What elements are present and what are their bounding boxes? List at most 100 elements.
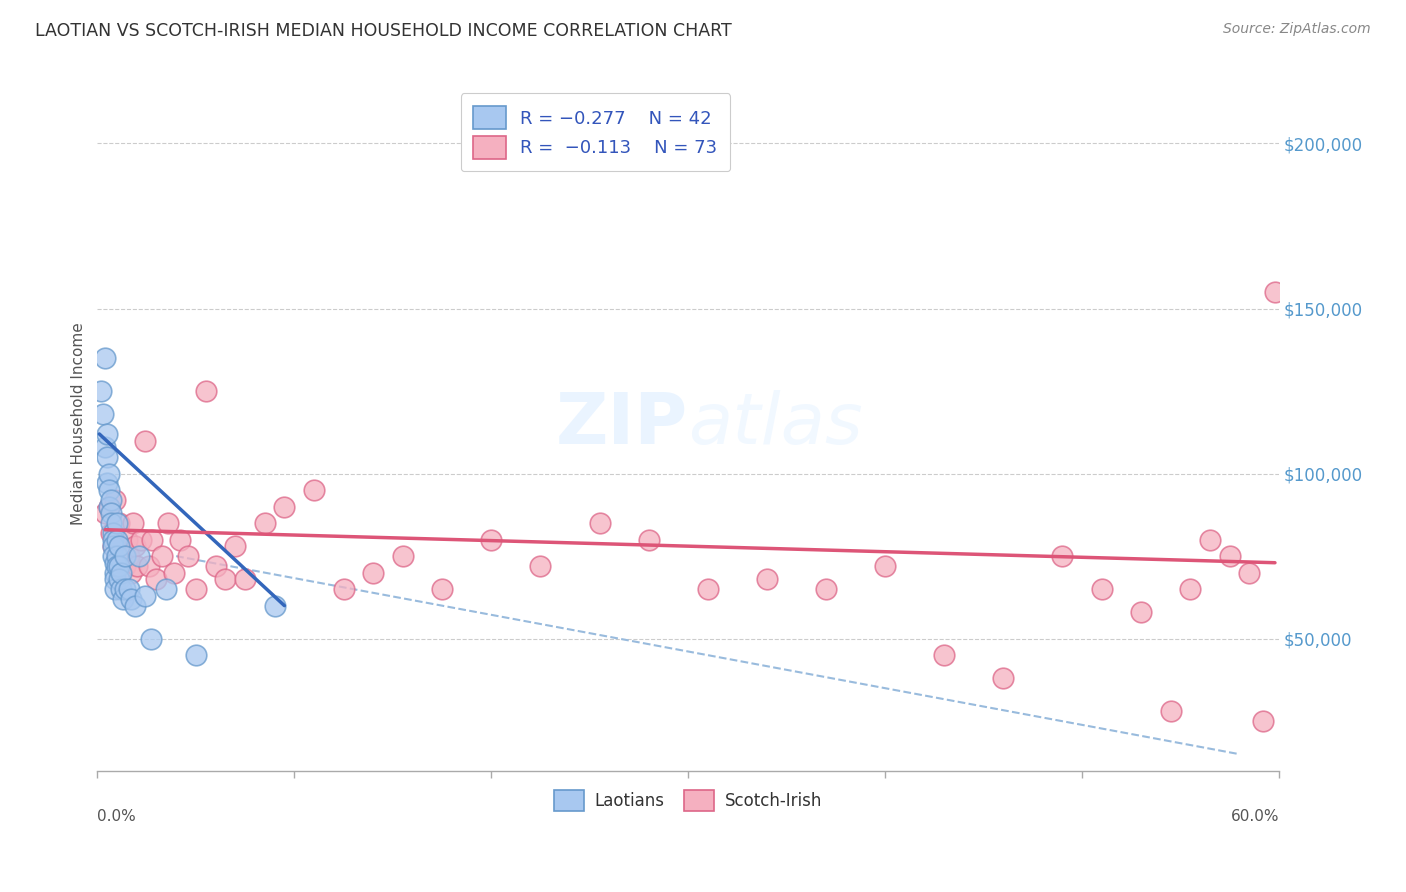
Point xyxy=(110,582,132,596)
Point xyxy=(169,533,191,547)
Point xyxy=(302,483,325,497)
Text: Source: ZipAtlas.com: Source: ZipAtlas.com xyxy=(1223,22,1371,37)
Point xyxy=(101,526,124,541)
Point xyxy=(120,566,142,580)
Point xyxy=(150,549,173,563)
Point xyxy=(104,493,127,508)
Point xyxy=(104,566,127,580)
Point xyxy=(98,467,121,481)
Point xyxy=(98,483,121,497)
Point xyxy=(111,592,134,607)
Point xyxy=(128,549,150,563)
Point xyxy=(138,559,160,574)
Point xyxy=(104,582,127,596)
Point xyxy=(100,493,122,508)
Point xyxy=(100,506,122,520)
Point xyxy=(134,434,156,448)
Point xyxy=(814,582,837,596)
Point xyxy=(110,566,132,580)
Point xyxy=(157,516,180,530)
Point xyxy=(755,572,778,586)
Point xyxy=(96,450,118,464)
Text: ZIP: ZIP xyxy=(555,390,688,458)
Point xyxy=(139,632,162,646)
Text: atlas: atlas xyxy=(688,390,863,458)
Point xyxy=(124,599,146,613)
Point xyxy=(114,549,136,563)
Point xyxy=(98,500,121,514)
Point xyxy=(1219,549,1241,563)
Point xyxy=(101,539,124,553)
Point xyxy=(145,572,167,586)
Point xyxy=(224,539,246,553)
Point xyxy=(100,516,122,530)
Point xyxy=(90,384,112,398)
Point xyxy=(94,440,117,454)
Point xyxy=(1180,582,1202,596)
Point xyxy=(108,516,131,530)
Point xyxy=(1130,605,1153,619)
Point xyxy=(120,592,142,607)
Point xyxy=(118,549,141,563)
Point xyxy=(332,582,354,596)
Point xyxy=(1091,582,1114,596)
Point xyxy=(263,599,285,613)
Legend: Laotians, Scotch-Irish: Laotians, Scotch-Irish xyxy=(548,783,828,818)
Point xyxy=(134,589,156,603)
Point xyxy=(993,671,1015,685)
Point xyxy=(105,533,128,547)
Point xyxy=(204,559,226,574)
Point xyxy=(104,572,127,586)
Point xyxy=(214,572,236,586)
Y-axis label: Median Household Income: Median Household Income xyxy=(72,323,86,525)
Point xyxy=(96,476,118,491)
Point xyxy=(105,549,128,563)
Point xyxy=(118,582,141,596)
Point xyxy=(932,648,955,662)
Point xyxy=(1199,533,1222,547)
Point xyxy=(1052,549,1074,563)
Point xyxy=(105,549,128,563)
Point xyxy=(115,533,138,547)
Point xyxy=(1239,566,1261,580)
Point xyxy=(391,549,413,563)
Point xyxy=(110,539,132,553)
Point xyxy=(105,559,128,574)
Point xyxy=(94,506,117,520)
Point xyxy=(124,539,146,553)
Point xyxy=(108,559,131,574)
Point xyxy=(111,549,134,563)
Point xyxy=(98,500,121,514)
Point xyxy=(1160,704,1182,718)
Point xyxy=(479,533,502,547)
Point xyxy=(430,582,453,596)
Point xyxy=(873,559,896,574)
Point xyxy=(253,516,276,530)
Point xyxy=(273,500,295,514)
Point xyxy=(100,526,122,541)
Point xyxy=(121,516,143,530)
Point xyxy=(129,533,152,547)
Point xyxy=(529,559,551,574)
Point xyxy=(233,572,256,586)
Text: 60.0%: 60.0% xyxy=(1230,809,1279,824)
Point xyxy=(108,572,131,586)
Point xyxy=(141,533,163,547)
Point xyxy=(637,533,659,547)
Point xyxy=(155,582,177,596)
Point xyxy=(184,648,207,662)
Point xyxy=(125,559,148,574)
Point xyxy=(114,582,136,596)
Point xyxy=(91,407,114,421)
Point xyxy=(177,549,200,563)
Point xyxy=(101,533,124,547)
Point xyxy=(1251,714,1274,729)
Point xyxy=(361,566,384,580)
Point xyxy=(194,384,217,398)
Point xyxy=(1264,285,1286,299)
Point xyxy=(101,549,124,563)
Text: LAOTIAN VS SCOTCH-IRISH MEDIAN HOUSEHOLD INCOME CORRELATION CHART: LAOTIAN VS SCOTCH-IRISH MEDIAN HOUSEHOLD… xyxy=(35,22,733,40)
Point xyxy=(588,516,610,530)
Point xyxy=(114,559,136,574)
Point xyxy=(163,566,186,580)
